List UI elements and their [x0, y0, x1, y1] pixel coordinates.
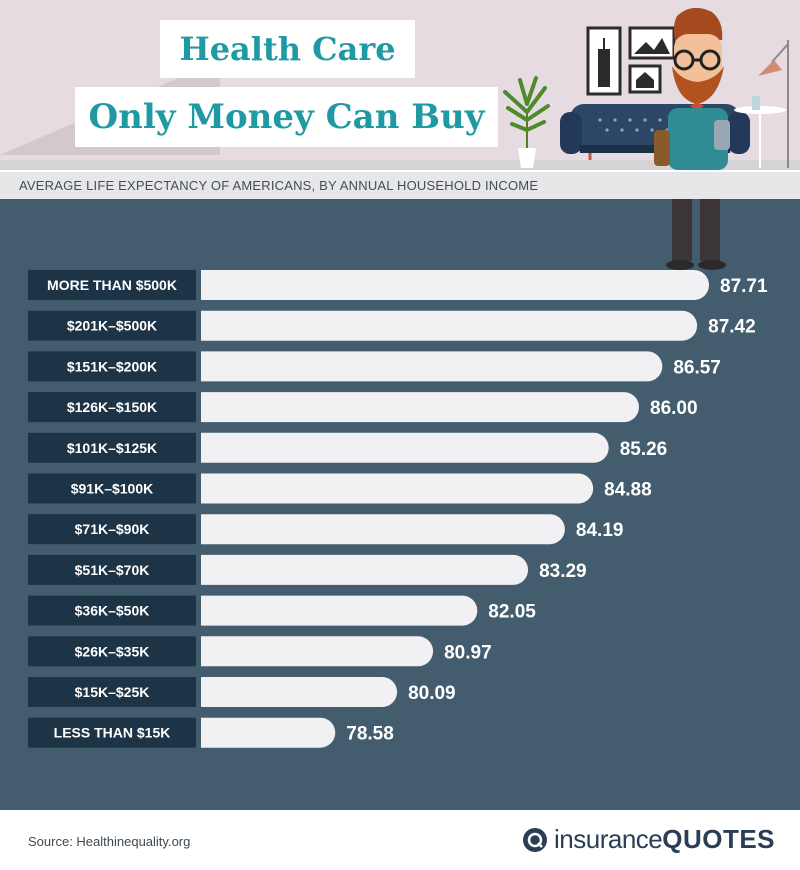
- hero-illustration: Health Care Only Money Can Buy: [0, 0, 800, 170]
- chart-panel: MORE THAN $500K 87.71 $201K–$500K 87.42 $151…: [0, 199, 800, 810]
- data-label: 78.58: [346, 724, 394, 745]
- insurancequotes-logo[interactable]: insuranceQUOTES: [522, 824, 775, 855]
- logo-wordmark: insuranceQUOTES: [554, 824, 775, 855]
- data-label: 84.88: [604, 480, 652, 501]
- subtitle-band: AVERAGE LIFE EXPECTANCY OF AMERICANS, BY…: [0, 172, 800, 199]
- category-label-box: [28, 310, 196, 341]
- logo-word-insurance: insurance: [554, 824, 663, 854]
- category-label-box: [28, 351, 196, 382]
- category-label-box: [28, 473, 196, 504]
- category-label-box: [28, 270, 196, 300]
- bar: [201, 554, 529, 585]
- source-note: Source: Healthinequality.org: [28, 834, 191, 849]
- data-label: 80.09: [408, 683, 456, 704]
- illustration-man-icon: [654, 7, 730, 170]
- bar: [201, 677, 398, 707]
- page-title-line2: Only Money Can Buy: [88, 97, 485, 137]
- category-label-box: [28, 595, 196, 626]
- data-label: 87.42: [708, 317, 756, 338]
- category-label: $71K–$90K: [75, 521, 150, 537]
- page-title-line1: Health Care: [179, 30, 396, 68]
- data-label: 87.71: [720, 276, 768, 297]
- title-line2-box: Only Money Can Buy: [75, 87, 498, 147]
- category-label: $51K–$70K: [75, 562, 150, 578]
- data-label: 84.19: [576, 520, 624, 541]
- category-label: $101K–$125K: [67, 440, 157, 456]
- category-label: $36K–$50K: [75, 603, 150, 619]
- data-label: 85.26: [620, 439, 668, 460]
- category-label: LESS THAN $15K: [54, 725, 171, 741]
- category-label-box: [28, 717, 196, 748]
- category-label-box: [28, 514, 196, 545]
- bar: [201, 270, 709, 300]
- category-label-box: [28, 677, 196, 707]
- data-label: 86.00: [650, 398, 698, 419]
- data-label: 82.05: [488, 602, 536, 623]
- plant-icon: [503, 76, 550, 168]
- title-line1-box: Health Care: [160, 20, 415, 78]
- chart-subtitle: AVERAGE LIFE EXPECTANCY OF AMERICANS, BY…: [19, 178, 539, 193]
- bar: [201, 473, 594, 504]
- category-label: MORE THAN $500K: [47, 277, 177, 293]
- illustration-man-legs: [666, 199, 726, 270]
- logo-word-quotes: QUOTES: [662, 824, 776, 854]
- data-label: 80.97: [444, 642, 492, 663]
- insurancequotes-logo-icon: [523, 827, 547, 852]
- bar: [201, 310, 698, 341]
- picture-frame-icon: [628, 26, 676, 60]
- category-label: $126K–$150K: [67, 399, 157, 415]
- bar: [201, 514, 565, 545]
- category-label: $151K–$200K: [67, 358, 157, 374]
- floor-strip: [0, 160, 800, 170]
- bar: [201, 636, 434, 667]
- bar: [201, 717, 336, 748]
- bar: [201, 351, 663, 382]
- lamp-icon: [734, 40, 789, 168]
- bar-chart: MORE THAN $500K 87.71 $201K–$500K 87.42 $151…: [28, 199, 768, 748]
- category-label-box: [28, 432, 196, 463]
- footer: Source: Healthinequality.org insuranceQU…: [0, 810, 800, 870]
- category-label-box: [28, 636, 196, 667]
- category-label: $91K–$100K: [71, 481, 154, 497]
- data-label: 86.57: [673, 357, 721, 378]
- bar: [201, 432, 609, 463]
- category-label: $15K–$25K: [75, 684, 150, 700]
- bar: [201, 392, 640, 423]
- picture-frame-icon: [628, 64, 662, 94]
- category-label: $26K–$35K: [75, 643, 150, 659]
- picture-frame-icon: [586, 26, 622, 96]
- data-label: 83.29: [539, 561, 587, 582]
- room-illustration: [503, 7, 789, 170]
- bar: [201, 595, 478, 626]
- category-label-box: [28, 554, 196, 585]
- category-label-box: [28, 392, 196, 423]
- category-label: $201K–$500K: [67, 318, 157, 334]
